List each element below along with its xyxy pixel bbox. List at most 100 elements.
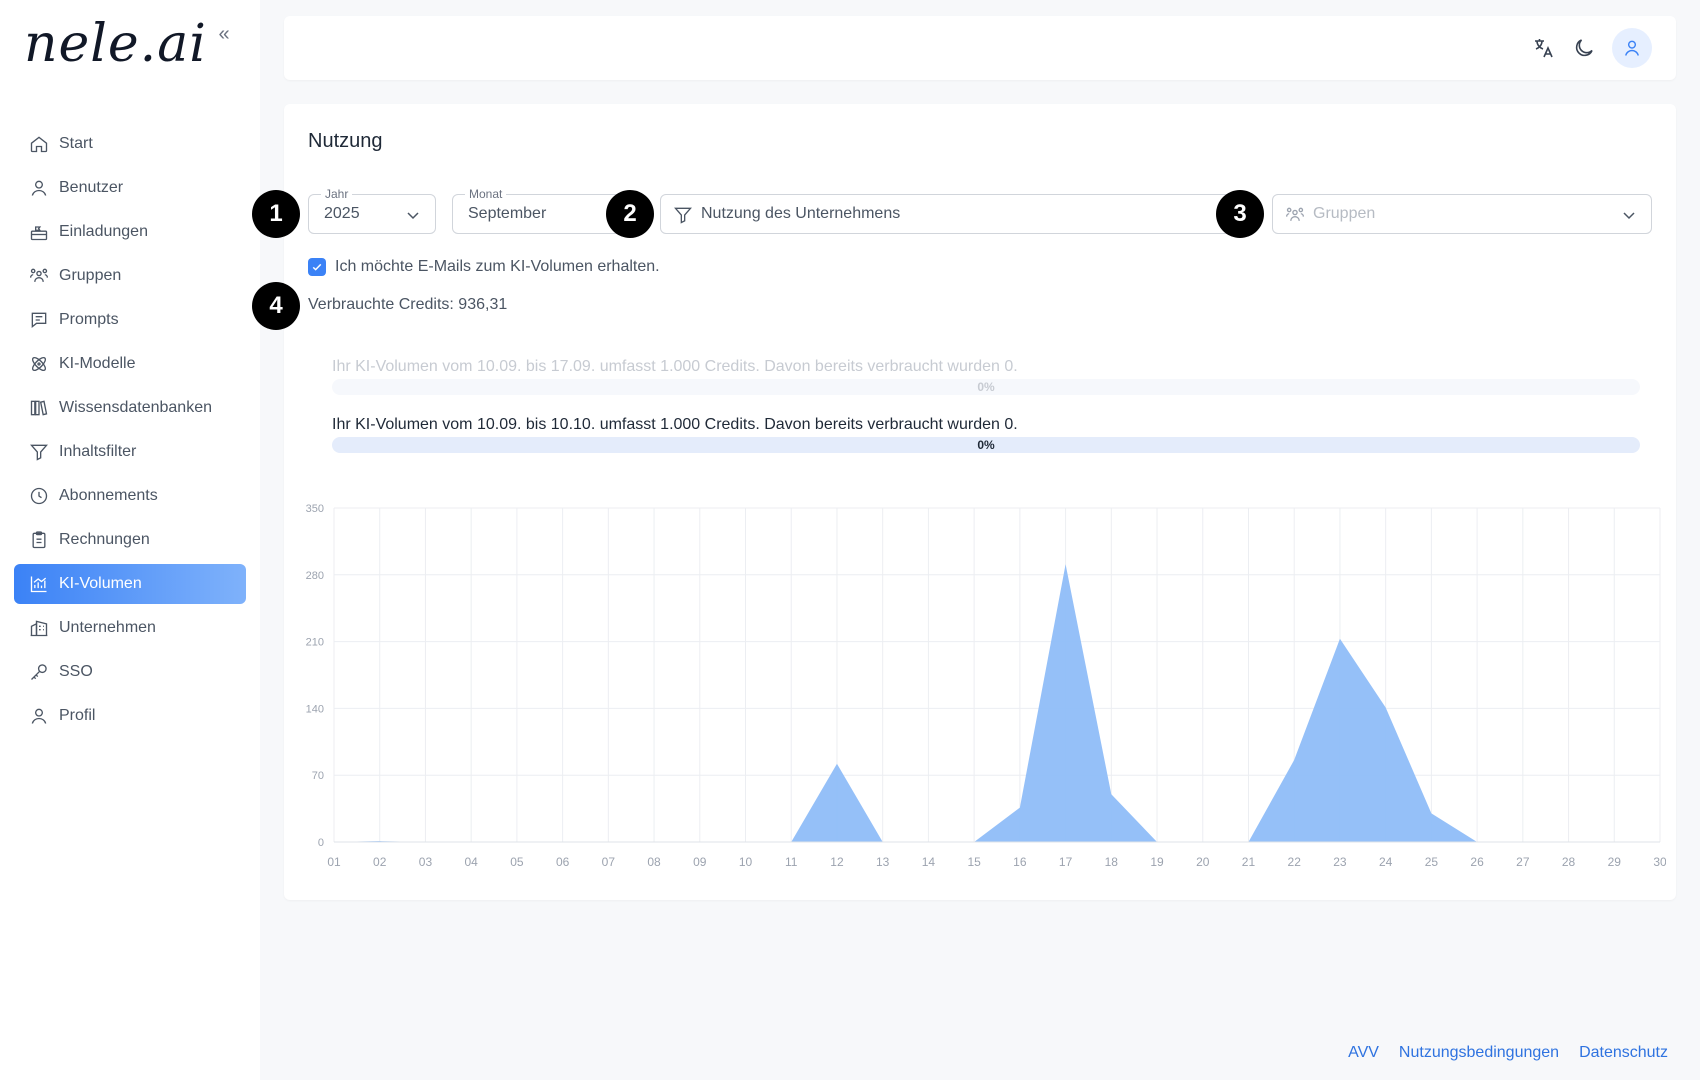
sidebar-item-label: Prompts (59, 311, 119, 328)
clock-icon (30, 487, 48, 505)
footer-link-terms[interactable]: Nutzungsbedingungen (1398, 1044, 1560, 1061)
x-tick-label: 18 (1105, 855, 1119, 869)
x-tick-label: 06 (556, 855, 570, 869)
sidebar-item-benutzer[interactable]: Benutzer (14, 168, 246, 208)
x-tick-label: 13 (876, 855, 890, 869)
sidebar-item-label: Rechnungen (59, 531, 150, 548)
sidebar-item-wissensdatenbanken[interactable]: Wissensdatenbanken (14, 388, 246, 428)
month-label: Monat (465, 187, 507, 201)
sidebar-item-profil[interactable]: Profil (14, 696, 246, 736)
y-tick-label: 0 (318, 837, 324, 849)
x-tick-label: 24 (1379, 855, 1393, 869)
x-tick-label: 15 (967, 855, 981, 869)
sidebar-item-einladungen[interactable]: Einladungen (14, 212, 246, 252)
sidebar-item-ki-modelle[interactable]: KI-Modelle (14, 344, 246, 384)
x-tick-label: 01 (327, 855, 341, 869)
filter-icon (674, 207, 692, 224)
groups-select[interactable]: Gruppen (1272, 194, 1652, 234)
x-tick-label: 30 (1653, 855, 1666, 869)
chart-icon (30, 576, 47, 593)
y-tick-label: 280 (306, 570, 324, 582)
sidebar-item-unternehmen[interactable]: Unternehmen (14, 608, 246, 648)
home-icon (30, 136, 48, 153)
usage-scope-value: Nutzung des Unternehmens (701, 205, 901, 222)
usage-scope-select[interactable]: Nutzung des Unternehmens (660, 194, 1242, 234)
x-tick-label: 02 (373, 855, 387, 869)
year-value: 2025 (324, 205, 360, 222)
email-checkbox-row: Ich möchte E-Mails zum KI-Volumen erhalt… (308, 258, 660, 276)
translate-icon[interactable] (1532, 36, 1556, 60)
sidebar-item-label: Unternehmen (59, 619, 156, 636)
chevron-down-icon (1623, 212, 1635, 220)
marker-2: 2 (606, 190, 654, 238)
sidebar-item-ki-volumen[interactable]: KI-Volumen (14, 564, 246, 604)
sidebar-item-label: SSO (59, 663, 93, 680)
avatar[interactable] (1612, 28, 1652, 68)
sidebar: nele.ai « Start Benutzer Einladungen Gru… (0, 0, 260, 1080)
y-tick-label: 70 (312, 770, 324, 782)
chevron-down-icon (407, 212, 419, 220)
x-tick-label: 22 (1288, 855, 1302, 869)
dark-mode-icon[interactable] (1572, 36, 1596, 60)
marker-3: 3 (1216, 190, 1264, 238)
month-value: September (468, 205, 547, 222)
x-tick-label: 23 (1333, 855, 1347, 869)
x-tick-label: 17 (1059, 855, 1073, 869)
year-select[interactable]: Jahr 2025 (308, 187, 436, 234)
user-icon (31, 180, 47, 196)
collapse-sidebar-icon[interactable]: « (218, 23, 230, 45)
filter-icon (30, 444, 48, 461)
marker-4: 4 (252, 282, 300, 330)
marker-1: 1 (252, 190, 300, 238)
x-tick-label: 16 (1013, 855, 1027, 869)
usage-card: Nutzung Jahr 2025 Monat September Nutzun… (252, 104, 1676, 900)
sidebar-item-label: KI-Volumen (59, 575, 142, 592)
x-tick-label: 08 (647, 855, 661, 869)
month-select[interactable]: Monat September (452, 187, 632, 234)
volume-progress-bar: 0% (332, 437, 1640, 453)
sidebar-item-label: Einladungen (59, 223, 148, 240)
year-label: Jahr (321, 187, 353, 201)
email-checkbox-label[interactable]: Ich möchte E-Mails zum KI-Volumen erhalt… (335, 258, 660, 275)
usage-area-chart: 0 70 140 210 280 350 01 02 03 04 05 06 07 08 09 10 11 12 1… (306, 503, 1666, 869)
sidebar-item-inhaltsfilter[interactable]: Inhaltsfilter (14, 432, 246, 472)
x-tick-label: 26 (1470, 855, 1484, 869)
group-icon (1286, 207, 1304, 221)
x-tick-label: 04 (464, 855, 478, 869)
footer-link-privacy[interactable]: Datenschutz (1579, 1044, 1668, 1061)
sidebar-item-sso[interactable]: SSO (14, 652, 246, 692)
sidebar-item-rechnungen[interactable]: Rechnungen (14, 520, 246, 560)
sidebar-item-label: Profil (59, 707, 96, 724)
y-tick-label: 210 (306, 637, 324, 649)
sidebar-item-gruppen[interactable]: Gruppen (14, 256, 246, 296)
groups-placeholder: Gruppen (1313, 205, 1376, 222)
sidebar-item-label: Start (59, 135, 93, 152)
footer-link-avv[interactable]: AVV (1348, 1044, 1379, 1061)
x-tick-label: 10 (739, 855, 753, 869)
invitation-icon (30, 226, 48, 241)
x-tick-label: 07 (602, 855, 616, 869)
page-title: Nutzung (308, 130, 383, 152)
sidebar-item-label: Wissensdatenbanken (59, 399, 212, 416)
sidebar-item-label: KI-Modelle (59, 355, 136, 372)
logo[interactable]: nele.ai (24, 14, 207, 74)
volume-progress-bar: 0% (332, 379, 1640, 395)
x-tick-label: 20 (1196, 855, 1210, 869)
clipboard-icon (32, 531, 46, 549)
y-tick-label: 350 (306, 503, 324, 515)
prompt-icon (31, 312, 47, 329)
x-tick-label: 19 (1150, 855, 1164, 869)
sidebar-item-prompts[interactable]: Prompts (14, 300, 246, 340)
usage-area (334, 564, 1660, 842)
x-tick-label: 21 (1242, 855, 1256, 869)
x-tick-label: 14 (922, 855, 936, 869)
sidebar-item-start[interactable]: Start (14, 124, 246, 164)
volume-text: Ihr KI-Volumen vom 10.09. bis 17.09. umf… (332, 358, 1018, 375)
x-tick-label: 03 (419, 855, 433, 869)
email-checkbox[interactable] (308, 258, 326, 276)
x-tick-label: 29 (1608, 855, 1622, 869)
sidebar-item-abonnements[interactable]: Abonnements (14, 476, 246, 516)
user-icon (31, 708, 47, 724)
x-tick-label: 09 (693, 855, 707, 869)
user-icon (1625, 40, 1639, 56)
